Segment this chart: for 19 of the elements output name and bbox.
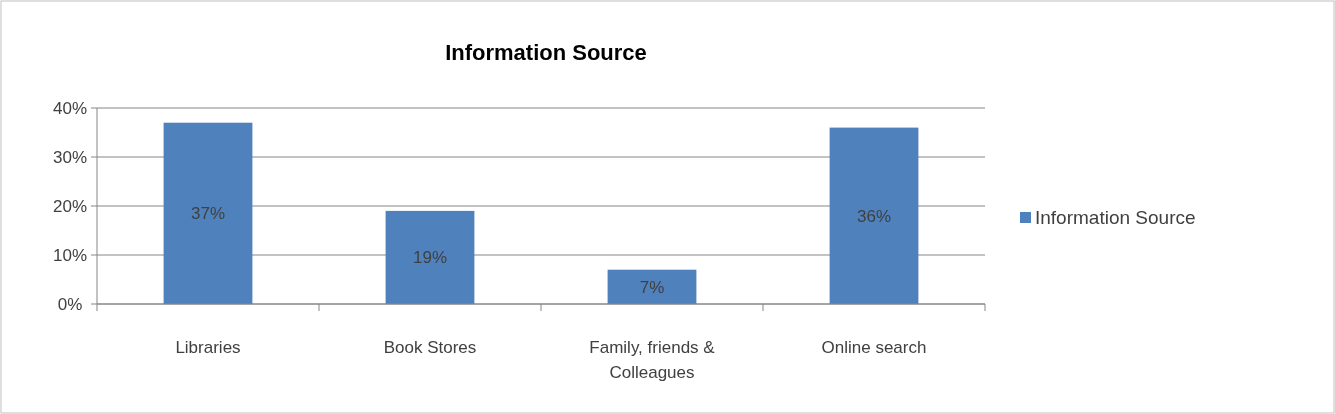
bar	[829, 127, 919, 304]
data-label: 19%	[412, 248, 448, 268]
y-tick-label: 30%	[52, 148, 88, 167]
bar	[385, 210, 475, 304]
data-label: 36%	[856, 206, 892, 226]
legend-label: Information Source	[1035, 207, 1196, 228]
y-tick-label: 20%	[52, 197, 88, 216]
bar	[607, 269, 697, 304]
chart-title: Information Source	[445, 40, 647, 65]
data-label: 37%	[190, 204, 226, 224]
bar	[163, 122, 253, 304]
x-tick-label: Online search	[821, 338, 927, 357]
x-tick-label: Libraries	[175, 338, 241, 357]
x-tick-label: Family, friends & Colleagues	[589, 338, 716, 382]
x-tick-label: Book Stores	[383, 338, 477, 357]
y-tick-label: 0%	[57, 295, 83, 314]
y-tick-label: 40%	[52, 99, 88, 118]
y-tick-label: 10%	[52, 246, 88, 265]
data-label: 7%	[639, 277, 665, 297]
